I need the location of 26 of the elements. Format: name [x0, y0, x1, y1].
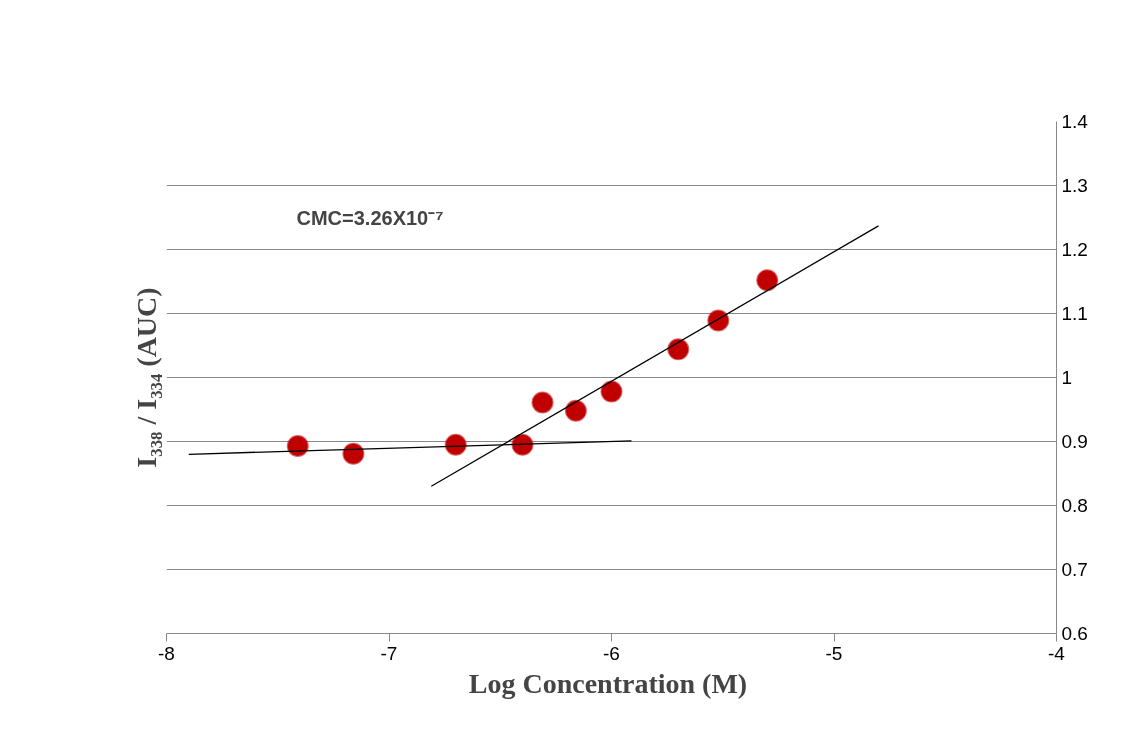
- point: [444, 433, 467, 456]
- point: [531, 391, 554, 414]
- x-tick-label: -7: [380, 642, 398, 664]
- point: [707, 309, 730, 332]
- point: [667, 338, 690, 361]
- point: [342, 442, 365, 465]
- point: [756, 269, 779, 292]
- x-tick-label: -5: [825, 642, 843, 664]
- x-axis-title: Log Concentration (M): [468, 667, 748, 699]
- x-tick-label: -8: [158, 642, 175, 664]
- annotation: CMC=3.26X10⁻⁷: [296, 206, 444, 229]
- y-tick-label: 0.7: [1061, 559, 1088, 580]
- x-tick-label: -4: [1048, 642, 1066, 664]
- y-tick-label: 1.3: [1061, 175, 1088, 196]
- point: [286, 435, 309, 457]
- y-tick-label: 1.1: [1061, 303, 1088, 324]
- x-tick-label: -6: [603, 642, 620, 664]
- point: [600, 380, 623, 403]
- y-tick-label: 1.4: [1061, 111, 1089, 132]
- y-axis-title: I₃₃₈ / I₃₃₄ (AUC): [130, 287, 162, 468]
- y-tick-label: 0.9: [1061, 431, 1088, 452]
- y-tick-label: 0.8: [1061, 495, 1088, 516]
- y-tick-label: 0.6: [1061, 623, 1088, 644]
- point: [564, 399, 587, 422]
- y-tick-label: 1: [1061, 367, 1073, 388]
- y-tick-label: 1.2: [1061, 239, 1088, 260]
